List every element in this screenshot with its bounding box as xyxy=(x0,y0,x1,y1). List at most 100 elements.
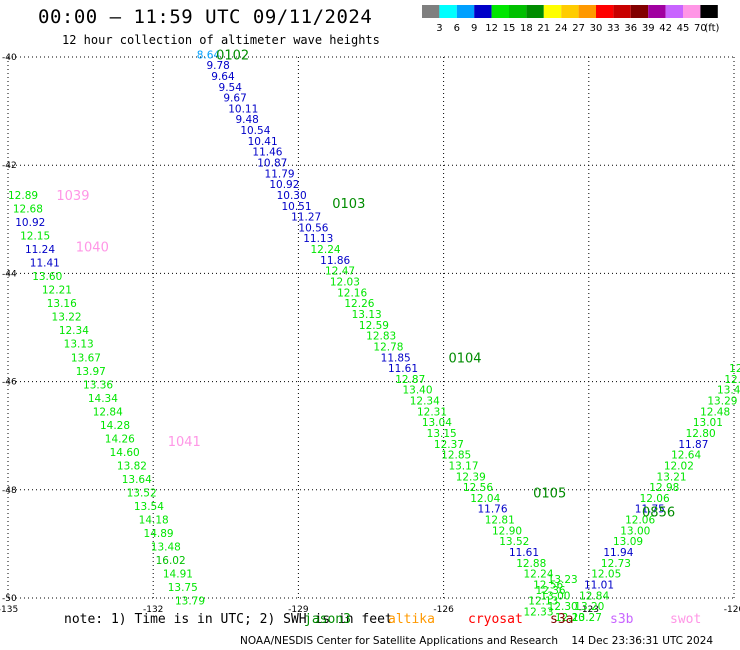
latitude-tick-label: -46 xyxy=(2,378,17,388)
wave-height-value: 12.39 xyxy=(456,471,486,483)
pass-time-label: 0102 xyxy=(216,48,249,63)
latitude-tick-label: -40 xyxy=(2,53,17,63)
longitude-tick-label: -123 xyxy=(579,605,599,615)
wave-height-value: 16.02 xyxy=(156,555,186,567)
wave-height-value: 12.78 xyxy=(373,341,403,353)
wave-height-value: 12.06 xyxy=(625,515,655,527)
wave-height-tracks: 8.649.789.649.549.6710.119.4810.5410.411… xyxy=(8,48,740,624)
wave-height-value: 12.36 xyxy=(536,585,566,597)
pass-time-label: 1040 xyxy=(76,240,109,255)
wave-height-value: 12.05 xyxy=(591,569,621,581)
legend-label: 36 xyxy=(624,23,637,34)
wave-height-value: 14.60 xyxy=(110,447,140,459)
wave-height-value: 13.22 xyxy=(52,312,82,324)
wave-height-value: 14.18 xyxy=(139,515,169,527)
wave-height-value: 12.34 xyxy=(410,396,440,408)
legend-label: 42 xyxy=(659,23,672,34)
wave-height-value: 12.34 xyxy=(59,325,89,337)
wave-height-value: 12.15 xyxy=(20,231,50,243)
wave-height-value: 10.56 xyxy=(298,222,328,234)
longitude-tick-label: -126 xyxy=(433,605,454,615)
legend-swatch xyxy=(700,5,718,18)
wave-height-value: 9.54 xyxy=(219,82,243,94)
wave-height-value: 11.01 xyxy=(584,579,614,591)
wave-height-value: 12.8 xyxy=(724,374,740,386)
latitude-tick-label: -50 xyxy=(2,594,17,604)
wave-height-value: 12.31 xyxy=(417,406,447,418)
wave-height-value: 11.24 xyxy=(25,244,55,256)
wave-height-value: 14.89 xyxy=(144,528,174,540)
wave-height-value: 12.13 xyxy=(528,596,558,608)
satellite-legend-cryosat: cryosat xyxy=(468,612,523,627)
wave-height-value: 13.09 xyxy=(613,536,643,548)
wave-height-value: 12.48 xyxy=(700,406,730,418)
wave-height-value: 12.81 xyxy=(485,515,515,527)
satellite-legend-jason3: jason3 xyxy=(304,612,351,627)
latitude-tick-label: -42 xyxy=(2,161,17,171)
wave-height-value: 9.64 xyxy=(211,71,235,83)
legend-swatch xyxy=(422,5,440,18)
satellite-legend-swot: swot xyxy=(670,612,702,627)
pass-time-label: 1039 xyxy=(56,189,89,204)
wave-height-value: 12.16 xyxy=(337,287,367,299)
wave-height-value: 13.23 xyxy=(548,574,578,586)
legend-swatch xyxy=(526,5,544,18)
legend-label: 3 xyxy=(436,23,442,34)
wave-height-value: 12.02 xyxy=(664,460,694,472)
wave-height-value: 14.91 xyxy=(163,569,193,581)
page-title: 00:00 – 11:59 UTC 09/11/2024 xyxy=(38,6,373,28)
wave-height-value: 12.47 xyxy=(325,266,355,278)
legend-swatch xyxy=(683,5,701,18)
satellite-legend-s3b: s3b xyxy=(610,612,634,627)
map-grid xyxy=(7,56,735,599)
wave-height-value: 13.67 xyxy=(71,352,101,364)
wave-height-value: 12.84 xyxy=(93,406,123,418)
wave-height-value: 11.76 xyxy=(477,504,507,516)
legend-label: 45 xyxy=(677,23,690,34)
wave-height-value: 12.98 xyxy=(649,482,679,494)
legend-label: 21 xyxy=(537,23,550,34)
wave-height-value: 12.8 xyxy=(729,363,740,375)
wave-height-value: 12.73 xyxy=(601,558,631,570)
wave-height-value: 12.21 xyxy=(42,285,72,297)
longitude-tick-label: -129 xyxy=(288,605,309,615)
map-tick-labels: -135 -132 -129 -126 -123 -120 -40 -42 -44 -46 -48 -… xyxy=(0,53,740,615)
legend-label: 6 xyxy=(454,23,460,34)
wave-height-value: 13.82 xyxy=(117,460,147,472)
wave-height-value: 12.24 xyxy=(311,244,341,256)
legend-swatch xyxy=(630,5,649,18)
footer-note: note: 1) Time is in UTC; 2) SWH is in fe… xyxy=(64,612,393,627)
legend-swatch xyxy=(474,5,492,18)
wave-height-value: 13.29 xyxy=(707,396,737,408)
legend-swatch xyxy=(439,5,457,18)
wave-height-value: 10.92 xyxy=(15,217,45,229)
wave-height-value: 13.54 xyxy=(134,501,164,513)
wave-height-value: 13.52 xyxy=(127,488,157,500)
wave-height-value: 12.26 xyxy=(344,298,374,310)
wave-height-value: 12.90 xyxy=(492,525,522,537)
legend-unit: (ft) xyxy=(704,23,719,34)
wave-height-value: 12.03 xyxy=(330,277,360,289)
longitude-tick-label: -120 xyxy=(724,605,740,615)
footer-credit: NOAA/NESDIS Center for Satellite Applica… xyxy=(240,635,714,647)
legend-swatch xyxy=(509,5,527,18)
wave-height-value: 9.67 xyxy=(223,93,246,105)
legend-swatch xyxy=(543,5,562,18)
wave-height-value: 11.13 xyxy=(303,233,333,245)
wave-height-value: 11.61 xyxy=(509,547,539,559)
wave-height-value: 10.87 xyxy=(257,157,287,169)
legend-label: 30 xyxy=(590,23,603,34)
wave-height-value: 13.48 xyxy=(151,542,181,554)
wave-height-value: 12.04 xyxy=(470,493,500,505)
wave-height-value: 13.20 xyxy=(574,601,604,613)
wave-height-value: 12.83 xyxy=(366,331,396,343)
legend-label: 9 xyxy=(471,23,477,34)
wave-height-value: 12.37 xyxy=(434,439,464,451)
legend-label: 33 xyxy=(607,23,620,34)
pass-time-label: 0104 xyxy=(448,351,481,366)
wave-height-value: 13.21 xyxy=(657,471,687,483)
wave-height-value: 12.30 xyxy=(548,601,578,613)
legend-swatch xyxy=(648,5,666,18)
wave-height-value: 13.60 xyxy=(32,271,62,283)
wave-height-value: 14.28 xyxy=(100,420,130,432)
